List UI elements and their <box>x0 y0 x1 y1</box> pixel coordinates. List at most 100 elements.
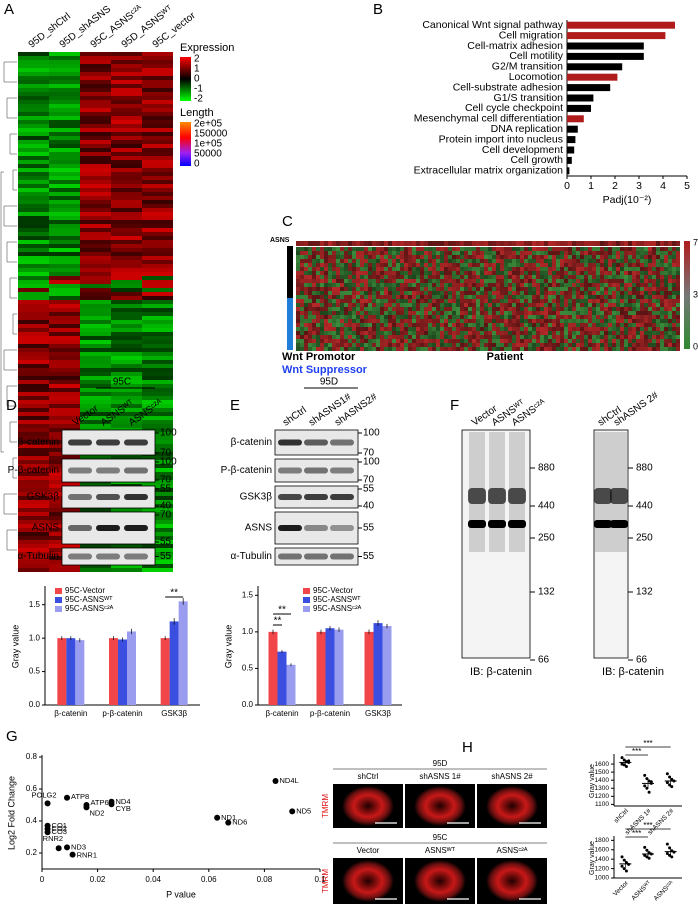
heatmap-cell <box>49 232 80 236</box>
heatmap-cell <box>512 311 516 315</box>
heatmap-cell <box>380 347 384 351</box>
heatmap-cell <box>376 275 380 279</box>
blot-band <box>96 554 120 560</box>
heatmap-cell <box>464 287 468 291</box>
heatmap-cell <box>332 295 336 299</box>
heatmap-cell <box>552 283 556 287</box>
heatmap-cell <box>400 347 404 351</box>
blot-band <box>594 520 612 528</box>
heatmap-cell <box>312 251 316 255</box>
heatmap-cell <box>612 287 616 291</box>
row-label: GSK3β <box>27 492 60 503</box>
heatmap-cell <box>111 388 142 392</box>
heatmap-cell <box>456 255 460 259</box>
heatmap-cell <box>540 307 544 311</box>
heatmap-cell <box>80 68 111 72</box>
heatmap-cell <box>496 319 500 323</box>
heatmap-cell <box>612 335 616 339</box>
heatmap-cell <box>464 315 468 319</box>
heatmap-cell <box>142 220 173 224</box>
heatmap-cell <box>468 241 472 246</box>
heatmap-cell <box>608 291 612 295</box>
heatmap-cell <box>432 323 436 327</box>
heatmap-cell <box>548 259 552 263</box>
heatmap-cell <box>468 339 472 343</box>
heatmap-cell <box>556 303 560 307</box>
heatmap-cell <box>460 299 464 303</box>
heatmap-cell <box>552 335 556 339</box>
heatmap-cell <box>552 247 556 251</box>
heatmap-cell <box>332 279 336 283</box>
heatmap-cell <box>464 323 468 327</box>
heatmap-cell <box>652 347 656 351</box>
heatmap-cell <box>492 343 496 347</box>
heatmap-cell <box>664 299 668 303</box>
heatmap-cell <box>552 303 556 307</box>
heatmap-cell <box>440 263 444 267</box>
heatmap-cell <box>336 307 340 311</box>
marker-label: 440 <box>636 501 653 512</box>
dendrogram <box>10 422 17 442</box>
heatmap-cell <box>356 343 360 347</box>
heatmap-cell <box>576 287 580 291</box>
bar <box>179 601 188 705</box>
heatmap-cell <box>560 311 564 315</box>
heatmap-cell <box>142 336 173 340</box>
heatmap-cell <box>49 96 80 100</box>
heatmap-cell <box>332 275 336 279</box>
heatmap-cell <box>608 335 612 339</box>
heatmap-cell <box>524 335 528 339</box>
heatmap-cell <box>656 303 660 307</box>
heatmap-cell <box>552 295 556 299</box>
heatmap-cell <box>572 335 576 339</box>
heatmap-cell <box>368 241 372 246</box>
heatmap-cell <box>632 315 636 319</box>
heatmap-cell <box>488 335 492 339</box>
heatmap-cell <box>142 316 173 320</box>
heatmap-cell <box>428 267 432 271</box>
heatmap-cell <box>648 299 652 303</box>
heatmap-cell <box>300 283 304 287</box>
heatmap-cell <box>620 347 624 351</box>
heatmap-cell <box>18 132 49 136</box>
heatmap-cell <box>436 275 440 279</box>
heatmap-cell <box>408 315 412 319</box>
heatmap-cell <box>324 335 328 339</box>
heatmap-cell <box>142 256 173 260</box>
panel-letter: C <box>282 213 293 230</box>
heatmap-cell <box>580 283 584 287</box>
heatmap-cell <box>644 319 648 323</box>
heatmap-cell <box>420 263 424 267</box>
heatmap-cell <box>416 291 420 295</box>
heatmap-cell <box>396 255 400 259</box>
heatmap-cell <box>664 283 668 287</box>
row-label: GSK3β <box>240 492 273 503</box>
blot-band <box>96 468 120 474</box>
heatmap-cell <box>656 339 660 343</box>
heatmap-cell <box>652 295 656 299</box>
heatmap-cell <box>600 263 604 267</box>
heatmap-cell <box>111 304 142 308</box>
heatmap-cell <box>608 241 612 246</box>
heatmap-cell <box>604 259 608 263</box>
heatmap-cell <box>604 267 608 271</box>
heatmap-cell <box>672 287 676 291</box>
heatmap-cell <box>536 327 540 331</box>
heatmap-cell <box>296 255 300 259</box>
heatmap-cell <box>316 295 320 299</box>
heatmap-cell <box>384 283 388 287</box>
heatmap-cell <box>488 267 492 271</box>
heatmap-cell <box>484 291 488 295</box>
heatmap-cell <box>524 347 528 351</box>
heatmap-cell <box>142 60 173 64</box>
y-tick-label: 1000 <box>595 875 610 882</box>
heatmap-cell <box>432 347 436 351</box>
heatmap-cell <box>484 241 488 246</box>
heatmap-cell <box>80 288 111 292</box>
point <box>648 791 651 794</box>
heatmap-cell <box>496 315 500 319</box>
heatmap-cell <box>476 299 480 303</box>
heatmap-cell <box>584 315 588 319</box>
heatmap-cell <box>604 319 608 323</box>
heatmap-cell <box>580 307 584 311</box>
